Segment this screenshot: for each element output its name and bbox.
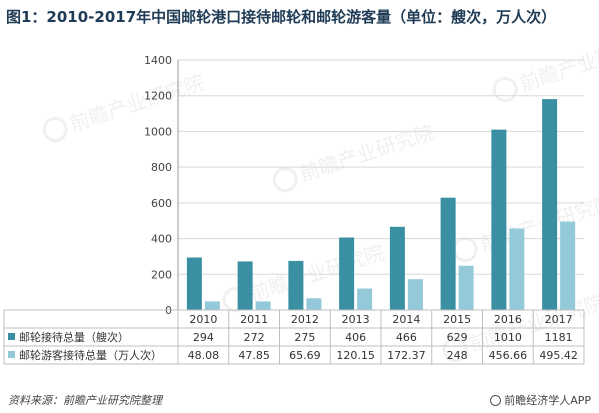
legend-swatch <box>8 351 15 358</box>
x-category-label: 2016 <box>494 313 522 326</box>
data-label: 294 <box>193 331 214 344</box>
brand-logo-icon <box>490 395 502 406</box>
bar-ships <box>288 260 304 310</box>
bar-passengers <box>204 301 220 310</box>
data-label: 248 <box>447 349 468 362</box>
data-label: 495.42 <box>539 349 578 362</box>
watermark-text: 前瞻产业研究院 <box>517 30 599 96</box>
bar-ships <box>339 237 355 310</box>
y-tick-label: 1000 <box>144 125 172 138</box>
x-category-label: 2012 <box>291 313 319 326</box>
data-label: 172.37 <box>387 349 426 362</box>
bar-passengers <box>458 265 474 310</box>
brand-name: 前瞻经济学人APP <box>504 394 591 407</box>
data-label: 406 <box>345 331 366 344</box>
bar-ships <box>186 257 202 310</box>
watermark: 前瞻产业研究院 <box>452 190 599 263</box>
data-table: 2010 2011 2012 2013 2014 2015 2016 2017 邮轮接待总量（艘… <box>3 309 585 365</box>
bar-passengers <box>407 279 423 310</box>
bar-ships <box>542 99 558 310</box>
bar-ships <box>440 197 456 310</box>
x-category-label: 2015 <box>443 313 471 326</box>
data-label: 65.69 <box>289 349 321 362</box>
bar-passengers <box>509 228 525 310</box>
data-label: 466 <box>396 331 417 344</box>
y-tick-label: 1200 <box>144 90 172 103</box>
watermark-text: 前瞻产业研究院 <box>297 120 438 186</box>
x-category-label: 2011 <box>240 313 268 326</box>
chart-title: 图1：2010-2017年中国邮轮港口接待邮轮和邮轮游客量（单位：艘次，万人次） <box>6 8 557 26</box>
bar-passengers <box>306 298 322 310</box>
data-label: 275 <box>294 331 315 344</box>
bar-passengers <box>255 301 271 310</box>
legend-swatch <box>8 333 15 340</box>
data-label: 120.15 <box>336 349 375 362</box>
data-label: 1010 <box>494 331 522 344</box>
watermark-text: 前瞻产业研究院 <box>67 70 208 136</box>
bars <box>186 99 576 310</box>
brand-footer: 前瞻经济学人APP <box>490 392 591 408</box>
y-tick-label: 800 <box>151 161 172 174</box>
source-note: 资料来源：前瞻产业研究院整理 <box>8 394 162 407</box>
data-label: 629 <box>447 331 468 344</box>
legend-label: 邮轮游客接待总量（万人次） <box>19 348 162 362</box>
watermark-logo-icon <box>42 117 68 143</box>
watermark: 前瞻产业研究院 <box>42 70 208 143</box>
watermark-logo-icon <box>272 167 298 193</box>
watermark-logo-icon <box>492 77 518 103</box>
y-axis: 0200400600800100012001400 <box>144 54 179 317</box>
y-tick-label: 400 <box>151 233 172 246</box>
bar-passengers <box>357 288 373 310</box>
x-category-label: 2014 <box>392 313 420 326</box>
data-label: 48.08 <box>188 349 220 362</box>
data-label: 272 <box>244 331 265 344</box>
bar-ships <box>491 129 507 310</box>
x-category-label: 2017 <box>545 313 573 326</box>
data-label: 47.85 <box>238 349 270 362</box>
bar-ships <box>237 261 253 310</box>
bar-ships <box>389 226 405 310</box>
y-tick-label: 200 <box>151 268 172 281</box>
watermark: 前瞻产业研究院 <box>492 30 599 103</box>
data-label: 456.66 <box>489 349 528 362</box>
y-tick-label: 1400 <box>144 54 172 67</box>
y-tick-label: 600 <box>151 197 172 210</box>
x-category-label: 2010 <box>189 313 217 326</box>
legend-label: 邮轮接待总量（艘次） <box>19 330 129 344</box>
bar-passengers <box>560 221 576 310</box>
x-category-label: 2013 <box>342 313 370 326</box>
data-label: 1181 <box>545 331 573 344</box>
